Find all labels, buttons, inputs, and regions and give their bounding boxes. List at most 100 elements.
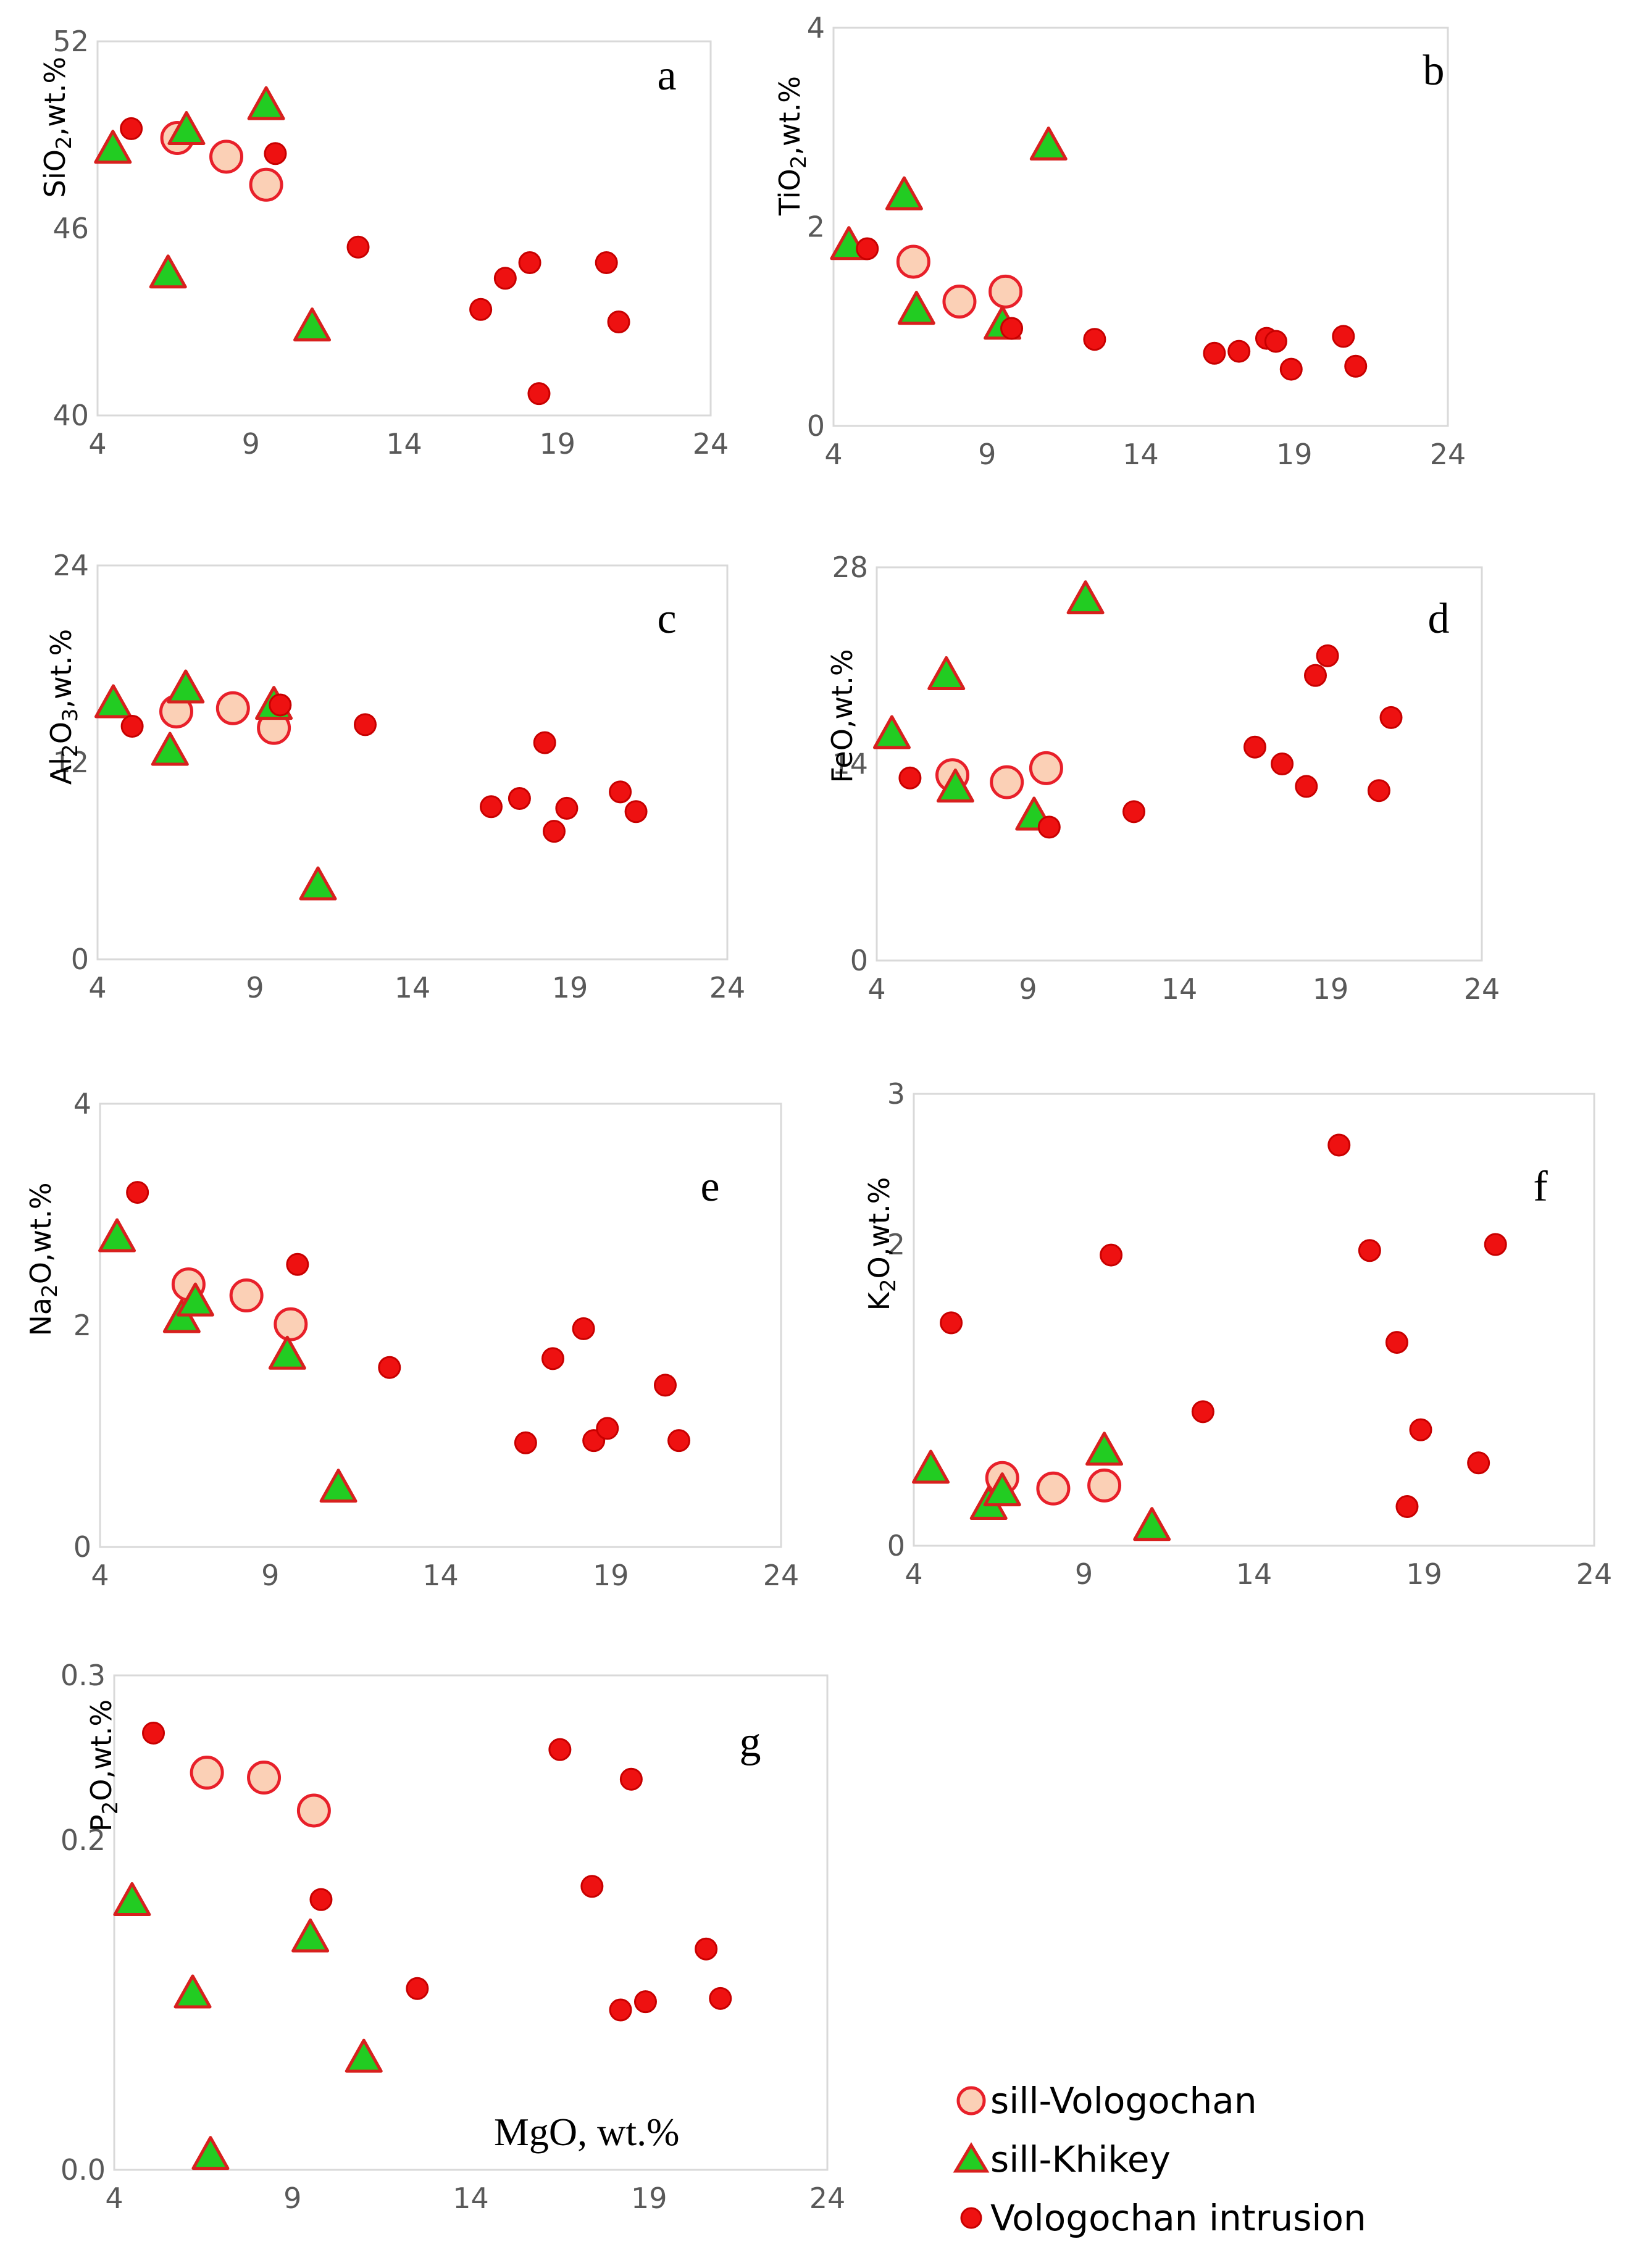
panel-g-y-tick: 0.3 xyxy=(61,1659,106,1692)
panel-b-point-intr xyxy=(1279,357,1303,381)
panel-c-series-khi xyxy=(94,669,337,901)
panel-a-point-khi xyxy=(293,307,332,342)
panel-a-point-khi xyxy=(94,130,132,164)
panel-d-x-tick: 4 xyxy=(867,972,885,1006)
panel-c-point-khi xyxy=(94,684,132,719)
panel-c-point-intr xyxy=(120,715,144,738)
panel-e-point-intr xyxy=(653,1374,677,1397)
panel-c-y-tick: 12 xyxy=(52,746,89,779)
panel-c-point-intr xyxy=(508,786,531,810)
panel-g-annotation: MgO, wt.% xyxy=(494,2110,679,2154)
panel-d-y-tick: 14 xyxy=(832,748,868,781)
panel-a-point-intr xyxy=(469,298,493,321)
panel-d-point-khi xyxy=(936,768,974,803)
panel-d-point-intr xyxy=(898,766,922,790)
panel-d-point-khi xyxy=(1066,580,1105,615)
panel-d-point-intr xyxy=(1122,800,1145,823)
panel-g-point-intr xyxy=(309,1888,333,1911)
legend: sill-Vologochan sill-Khikey Vologochan i… xyxy=(953,2080,1366,2239)
panel-b-x-tick: 19 xyxy=(1276,438,1313,471)
panel-c: 4 9 14 19 24 0 12 24 Al2O3,wt.% c xyxy=(44,549,745,1004)
panel-b-point-intr xyxy=(1264,330,1287,353)
panel-g-point-khi xyxy=(291,1918,330,1953)
panel-g-point-intr xyxy=(695,1937,718,1961)
panel-c-x-tick: 4 xyxy=(88,971,106,1004)
panel-e-series-khi xyxy=(98,1218,357,1503)
panel-g-x-tick: 14 xyxy=(453,2182,489,2215)
panel-d-point-vol xyxy=(990,765,1024,799)
panel-g-point-vol xyxy=(190,1756,224,1790)
panel-a-point-khi xyxy=(247,86,285,120)
panel-c-point-intr xyxy=(543,820,566,843)
panel-a-y-label: SiO2,wt.% xyxy=(38,57,77,198)
panel-g-point-khi xyxy=(173,1974,212,2009)
panel-g-series-khi xyxy=(113,1882,383,2170)
panel-b-point-intr xyxy=(1203,341,1226,365)
panel-d-point-intr xyxy=(1271,753,1294,775)
panel-g-point-intr xyxy=(709,1987,732,2010)
panel-a-point-vol xyxy=(209,140,244,174)
panel-f-y-tick: 2 xyxy=(887,1228,905,1261)
panel-e-x-tick: 19 xyxy=(593,1559,629,1592)
panel-e-y-tick: 0 xyxy=(73,1530,91,1564)
panel-c-letter: c xyxy=(657,595,676,643)
panel-b-y-tick: 0 xyxy=(807,409,825,443)
panel-a-letter: a xyxy=(657,52,676,99)
panel-d-letter: d xyxy=(1428,595,1450,643)
panel-c-y-label: Al2O3,wt.% xyxy=(44,629,83,785)
panel-c-x-tick: 9 xyxy=(246,971,264,1004)
panel-e-point-intr xyxy=(126,1181,149,1204)
panel-e-y-label: Na2O,wt.% xyxy=(24,1182,62,1336)
panel-a-point-intr xyxy=(527,382,551,406)
legend-marker-sill-vologochan xyxy=(956,2086,986,2116)
panel-f-point-intr xyxy=(1327,1133,1351,1157)
panel-f-point-vol xyxy=(1087,1468,1122,1503)
panel-g-point-khi xyxy=(191,2136,230,2170)
panel-f-point-intr xyxy=(1191,1400,1214,1424)
panel-a-series-intr xyxy=(120,117,630,406)
panel-f-point-vol xyxy=(1036,1471,1071,1506)
panel-d-point-khi xyxy=(927,656,966,690)
panel-e-point-khi xyxy=(98,1218,136,1253)
panel-d-frame xyxy=(876,566,1483,962)
panel-g-point-intr xyxy=(609,1998,632,2022)
panel-c-point-intr xyxy=(533,731,556,754)
panel-d-y-tick: 0 xyxy=(850,944,868,977)
panel-b-point-intr xyxy=(1227,340,1251,363)
panel-f-point-intr xyxy=(940,1311,963,1335)
panel-a-point-intr xyxy=(518,251,541,275)
panel-f-x-tick: 4 xyxy=(905,1557,922,1591)
panel-d-point-vol xyxy=(1029,751,1063,785)
panel-g-point-vol xyxy=(296,1793,331,1828)
panel-c-point-intr xyxy=(624,800,648,823)
panel-f-point-intr xyxy=(1484,1233,1507,1256)
panel-f-point-khi xyxy=(1085,1432,1124,1466)
panel-d-x-tick: 24 xyxy=(1464,972,1500,1006)
panel-e-x-tick: 24 xyxy=(763,1559,800,1592)
panel-c-point-khi xyxy=(151,732,189,766)
panel-g-point-intr xyxy=(580,1875,604,1898)
panel-f-x-tick: 19 xyxy=(1406,1557,1442,1591)
panel-g-x-tick: 19 xyxy=(631,2182,667,2215)
panel-a-y-tick: 40 xyxy=(52,399,89,432)
panel-f-x-tick: 24 xyxy=(1576,1557,1613,1591)
panel-d-point-intr xyxy=(1037,815,1061,839)
panel-e-point-intr xyxy=(667,1429,691,1453)
panel-b-point-vol xyxy=(896,244,930,279)
panel-b-point-intr xyxy=(1344,354,1368,378)
panel-c-point-intr xyxy=(555,796,579,820)
panel-c-series-intr xyxy=(120,693,648,843)
panel-a-x-tick: 4 xyxy=(88,427,106,461)
panel-c-x-tick: 19 xyxy=(552,971,588,1004)
panel-b-point-intr xyxy=(1000,317,1024,340)
panel-e-letter: e xyxy=(700,1163,719,1211)
panel-c-y-tick: 24 xyxy=(52,549,89,582)
panel-c-point-intr xyxy=(480,795,503,819)
panel-g-point-intr xyxy=(619,1767,643,1791)
panel-g-x-tick: 4 xyxy=(105,2182,123,2215)
panel-b-point-intr xyxy=(1083,328,1106,351)
panel-a-y-tick: 52 xyxy=(52,25,89,58)
panel-e-point-khi xyxy=(268,1335,306,1370)
panel-f-point-intr xyxy=(1395,1495,1419,1519)
